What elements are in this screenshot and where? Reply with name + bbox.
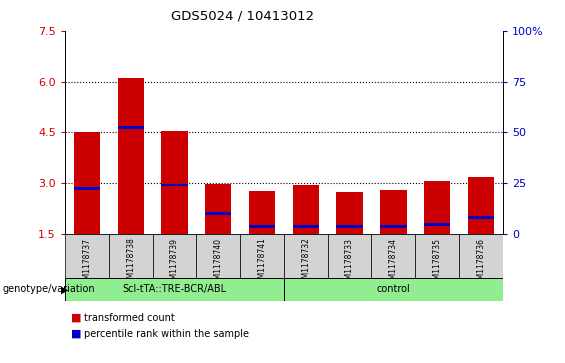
Bar: [73, 132, 100, 234]
Bar: [372, 234, 415, 278]
Bar: [284, 278, 503, 301]
Bar: [118, 126, 144, 129]
Text: GSM1178733: GSM1178733: [345, 238, 354, 289]
Text: GSM1178735: GSM1178735: [433, 238, 442, 289]
Bar: [380, 225, 406, 228]
Text: GSM1178736: GSM1178736: [476, 238, 485, 289]
Text: GSM1178732: GSM1178732: [301, 238, 310, 289]
Bar: [65, 234, 109, 278]
Text: GSM1178740: GSM1178740: [214, 238, 223, 289]
Bar: [424, 223, 450, 226]
Bar: [65, 278, 284, 301]
Bar: [380, 190, 406, 234]
Text: control: control: [376, 285, 410, 294]
Bar: [249, 225, 275, 228]
Bar: [249, 191, 275, 234]
Bar: [162, 184, 188, 186]
Text: GSM1178739: GSM1178739: [170, 238, 179, 289]
Text: GSM1178734: GSM1178734: [389, 238, 398, 289]
Bar: [336, 192, 363, 234]
Bar: [293, 225, 319, 228]
Bar: [328, 234, 372, 278]
Text: GSM1178741: GSM1178741: [258, 238, 267, 289]
Bar: [336, 225, 363, 228]
Bar: [468, 216, 494, 219]
Bar: [284, 234, 328, 278]
Text: ▶: ▶: [61, 285, 68, 294]
Bar: [162, 131, 188, 234]
Bar: [197, 234, 240, 278]
Text: GSM1178737: GSM1178737: [82, 238, 92, 289]
Text: Scl-tTA::TRE-BCR/ABL: Scl-tTA::TRE-BCR/ABL: [123, 285, 227, 294]
Text: GDS5024 / 10413012: GDS5024 / 10413012: [171, 9, 315, 22]
Text: ■: ■: [71, 329, 81, 339]
Bar: [293, 185, 319, 234]
Text: ■: ■: [71, 313, 81, 323]
Bar: [424, 181, 450, 234]
Bar: [108, 234, 153, 278]
Text: transformed count: transformed count: [84, 313, 175, 323]
Text: GSM1178738: GSM1178738: [126, 238, 135, 289]
Bar: [205, 184, 232, 234]
Bar: [205, 212, 232, 215]
Bar: [118, 78, 144, 234]
Bar: [468, 176, 494, 234]
Text: percentile rank within the sample: percentile rank within the sample: [84, 329, 249, 339]
Bar: [153, 234, 197, 278]
Bar: [415, 234, 459, 278]
Bar: [459, 234, 503, 278]
Bar: [240, 234, 284, 278]
Text: genotype/variation: genotype/variation: [3, 285, 95, 294]
Bar: [73, 187, 100, 190]
